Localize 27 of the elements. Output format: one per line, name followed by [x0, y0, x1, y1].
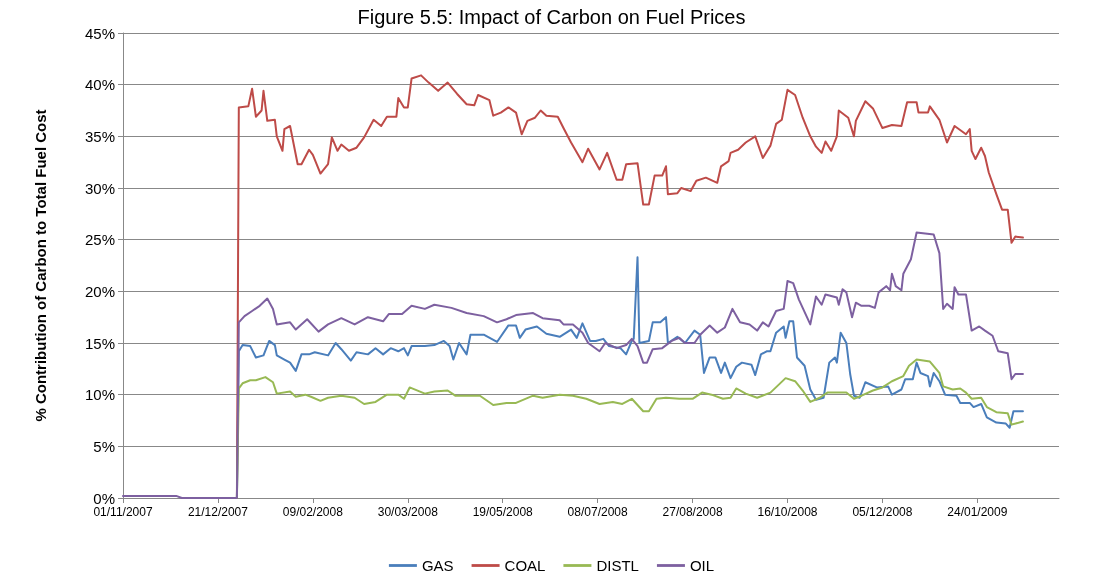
y-tick-label: 40%	[84, 76, 115, 94]
y-axis-title: % Contribution of Carbon to Total Fuel Cost	[32, 109, 49, 422]
chart-title: Figure 5.5: Impact of Carbon on Fuel Prices	[357, 6, 746, 28]
y-tick-label: 30%	[84, 179, 115, 197]
y-tick-label: 10%	[84, 386, 115, 404]
x-tick-label: 19/05/2008	[472, 505, 534, 519]
y-tick-label: 45%	[84, 24, 115, 42]
x-tick-label: 16/10/2008	[757, 505, 818, 519]
x-tick-label: 09/02/2008	[282, 505, 344, 519]
legend-label: COAL	[504, 557, 546, 574]
y-tick-label: 25%	[84, 231, 115, 249]
x-tick-label: 21/12/2007	[187, 505, 249, 519]
y-tick-label: 5%	[93, 437, 115, 455]
legend-label: GAS	[421, 557, 454, 574]
x-tick-label: 24/01/2009	[947, 505, 1008, 519]
legend-label: DISTL	[596, 557, 639, 574]
y-tick-label: 15%	[84, 334, 115, 352]
x-tick-label: 05/12/2008	[852, 505, 913, 519]
legend-label: OIL	[689, 557, 715, 574]
line-series	[122, 231, 1024, 499]
x-tick-label: 30/03/2008	[377, 505, 439, 519]
y-tick-label: 20%	[84, 282, 115, 300]
x-tick-label: 27/08/2008	[662, 505, 723, 519]
x-tick-label: 08/07/2008	[567, 505, 628, 519]
y-tick-label: 0%	[93, 489, 115, 507]
x-tick-label: 01/11/2007	[93, 505, 153, 519]
y-tick-label: 35%	[84, 127, 115, 145]
